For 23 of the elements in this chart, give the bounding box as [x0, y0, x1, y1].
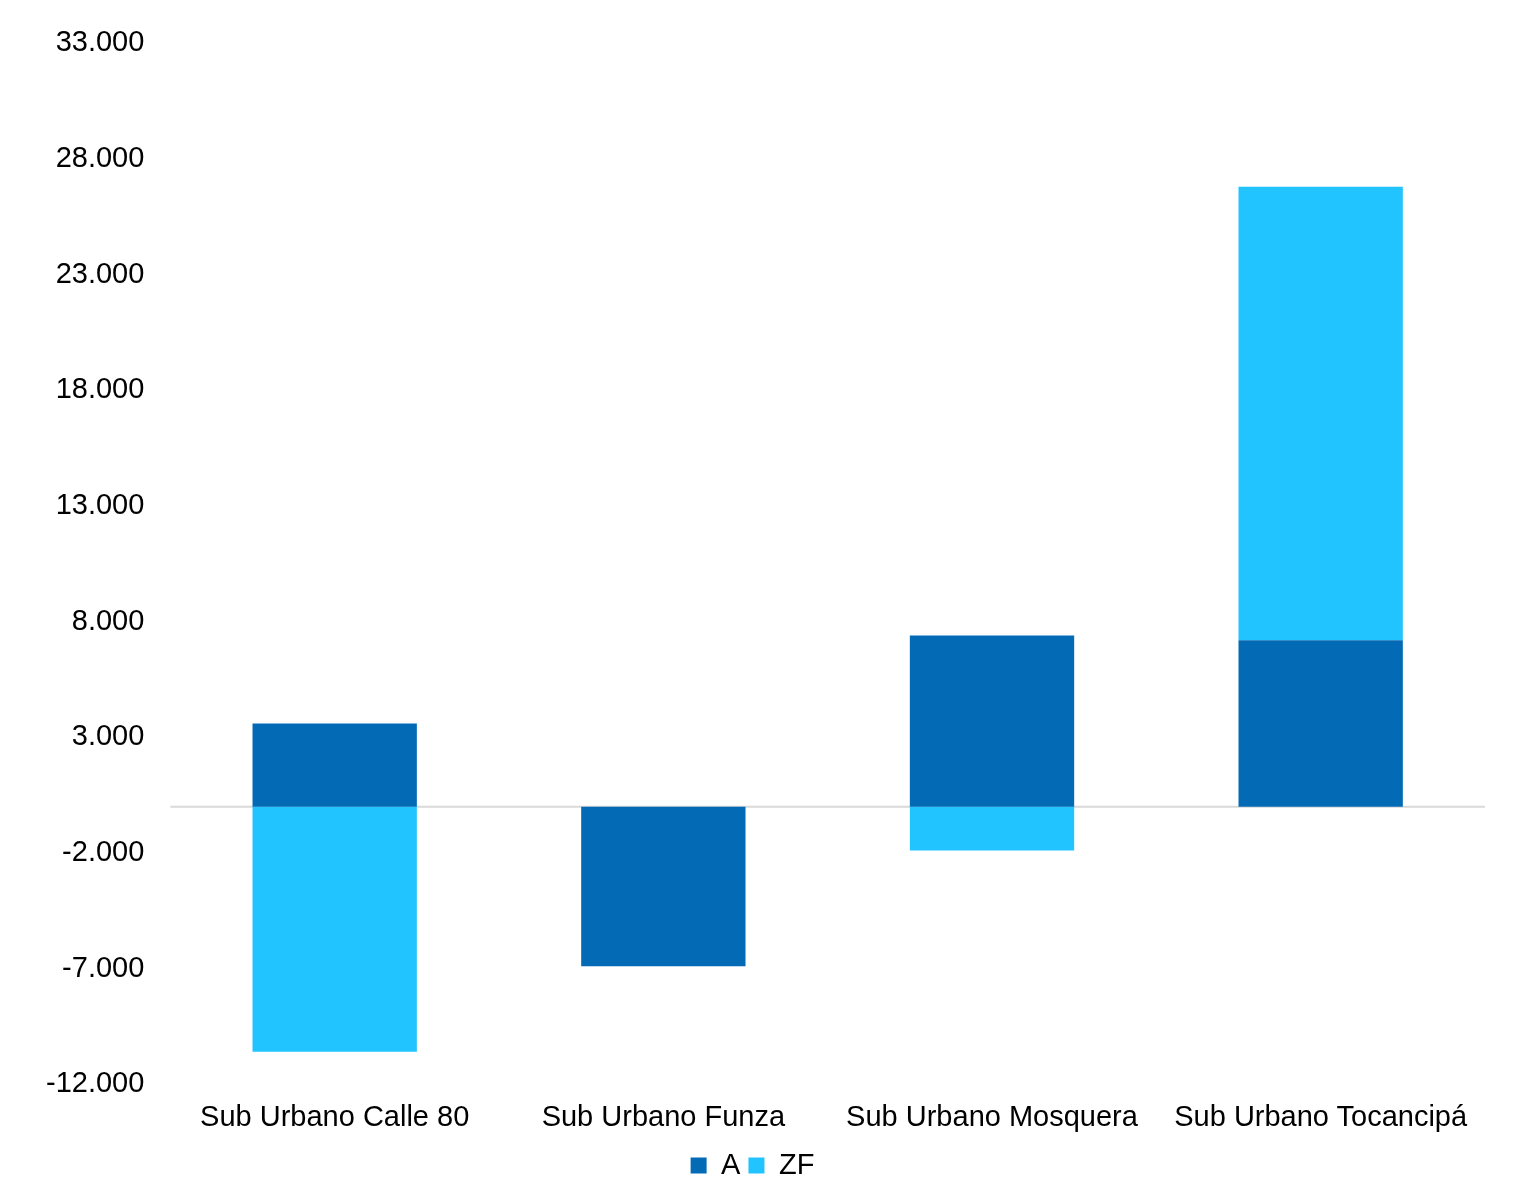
y-tick-label: 33.000 [55, 25, 145, 58]
x-tick-label: Sub Urbano Funza [541, 1099, 786, 1132]
y-tick-label: 18.000 [55, 372, 145, 405]
bar [581, 806, 746, 967]
bar [252, 806, 417, 1052]
bar [909, 806, 1075, 851]
legend-label: ZF [778, 1147, 815, 1180]
bar [1238, 186, 1403, 641]
x-tick-label: Sub Urbano Tocancipá [1174, 1099, 1468, 1132]
x-tick-label: Sub Urbano Calle 80 [200, 1099, 470, 1132]
y-tick-label: -7.000 [62, 950, 145, 983]
bar [909, 635, 1075, 807]
y-tick-label: 23.000 [55, 256, 145, 289]
y-tick-label: 28.000 [55, 141, 145, 174]
legend-label: A [721, 1147, 742, 1180]
y-tick-label: -12.000 [46, 1066, 145, 1099]
y-tick-label: 8.000 [71, 603, 145, 636]
y-tick-label: -2.000 [62, 834, 145, 867]
bar [1238, 640, 1403, 807]
y-tick-label: 3.000 [71, 719, 145, 752]
y-tick-label: 13.000 [55, 487, 145, 520]
bar [252, 723, 417, 807]
x-tick-label: Sub Urbano Mosquera [846, 1099, 1139, 1132]
